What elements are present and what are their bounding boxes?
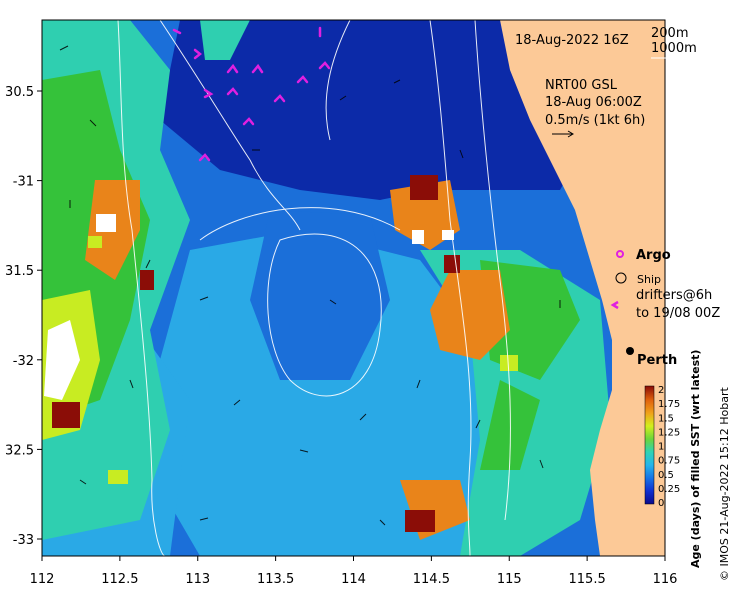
y-tick-label: -33: [13, 533, 34, 548]
colorbar-tick-label: 0.5: [658, 470, 674, 481]
y-tick-label: -32: [13, 354, 34, 369]
map-date: 18-Aug-2022 16Z: [515, 33, 629, 48]
x-tick-label: 116: [653, 572, 678, 587]
x-tick-label: 114: [341, 572, 366, 587]
colorbar-tick-label: 1.25: [658, 427, 680, 438]
current-scale: 0.5m/s (1kt 6h): [545, 113, 645, 128]
isobath-label-1000m: 1000m: [651, 41, 697, 56]
scale-arrow-icon: [552, 130, 574, 138]
y-tick-label: 32.5: [5, 443, 34, 458]
y-axis: 30.5 -31 31.5 -32 32.5 -33: [5, 85, 42, 548]
colorbar: [644, 385, 655, 505]
drifters-label-2: to 19/08 00Z: [636, 306, 720, 321]
colorbar-tick-label: 0.25: [658, 484, 680, 495]
perth-marker-icon: [626, 347, 634, 355]
drifter-marker-icon: [610, 300, 619, 310]
colorbar-tick-label: 0.75: [658, 456, 680, 467]
colorbar-tick-label: 1: [658, 442, 664, 453]
colorbar-ticks: 2 1.75 1.5 1.25 1 0.75 0.5 0.25 0: [658, 385, 680, 509]
x-tick-label: 113: [185, 572, 210, 587]
y-tick-label: -31: [13, 175, 34, 190]
map-field: [42, 20, 665, 556]
isobath-label-200m: 200m: [651, 26, 688, 41]
current-time: 18-Aug 06:00Z: [545, 95, 642, 110]
argo-marker-icon: [616, 250, 624, 258]
colorbar-tick-label: 0: [658, 498, 664, 509]
y-tick-label: 30.5: [5, 85, 34, 100]
x-tick-label: 115: [497, 572, 522, 587]
x-axis: 112 112.5 113 113.5 114 114.5 115 115.5 116: [30, 556, 678, 587]
ship-label: Ship: [637, 273, 661, 286]
argo-label: Argo: [636, 248, 671, 263]
x-tick-label: 112: [30, 572, 55, 587]
colorbar-tick-label: 2: [658, 385, 664, 396]
y-tick-label: 31.5: [5, 264, 34, 279]
x-tick-label: 112.5: [101, 572, 138, 587]
current-source: NRT00 GSL: [545, 78, 618, 93]
colorbar-tick-label: 1.5: [658, 413, 674, 424]
perth-label: Perth: [637, 353, 677, 368]
credit-text: © IMOS 21-Aug-2022 15:12 Hobart: [718, 387, 731, 581]
x-tick-label: 114.5: [413, 572, 450, 587]
colorbar-tick-label: 1.75: [658, 399, 680, 410]
ship-marker-icon: [615, 272, 627, 284]
x-tick-label: 113.5: [257, 572, 294, 587]
colorbar-title: Age (days) of filled SST (wrt latest): [689, 350, 702, 568]
x-tick-label: 115.5: [569, 572, 606, 587]
drifters-label-1: drifters@6h: [636, 288, 712, 303]
